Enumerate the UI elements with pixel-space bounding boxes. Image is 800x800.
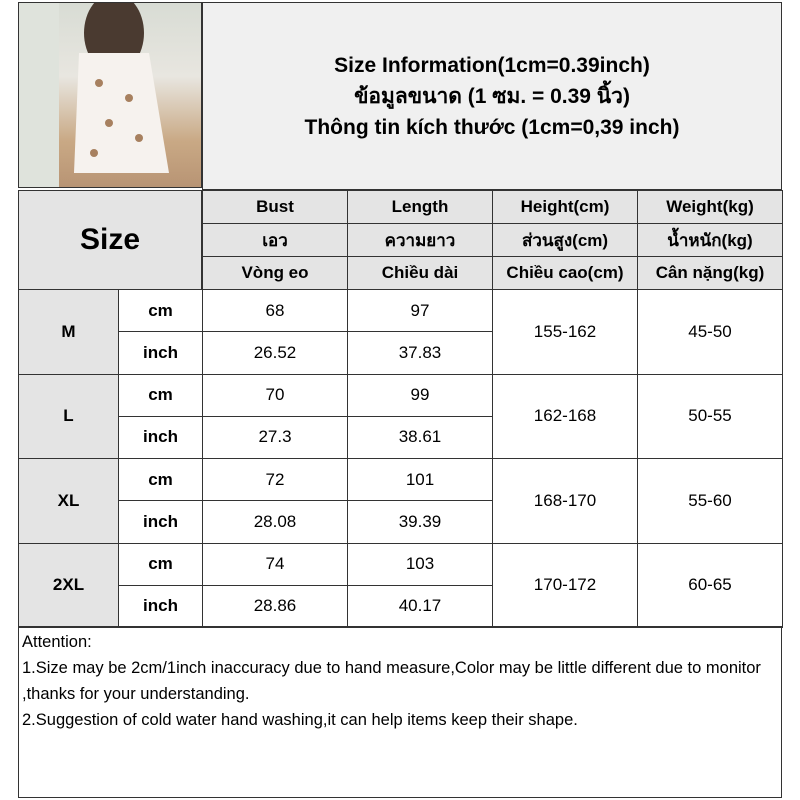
unit-cm: cm: [118, 458, 203, 501]
unit-inch: inch: [118, 415, 203, 459]
bust-cm: 68: [202, 289, 348, 332]
size-label: 2XL: [18, 542, 119, 628]
bust-cm: 70: [202, 373, 348, 417]
length-inch: 39.39: [347, 500, 493, 544]
length-inch: 37.83: [347, 331, 493, 375]
bust-inch: 28.86: [202, 584, 348, 628]
title-thai: ข้อมูลขนาด (1 ซม. = 0.39 นิ้ว): [354, 84, 630, 108]
column-header-th: น้ำหนัก(kg): [637, 223, 783, 257]
unit-inch: inch: [118, 331, 203, 375]
height-range: 170-172: [492, 542, 638, 628]
column-header-en: Weight(kg): [637, 190, 783, 224]
size-label: M: [18, 289, 119, 375]
length-inch: 38.61: [347, 415, 493, 459]
weight-range: 60-65: [637, 542, 783, 628]
unit-cm: cm: [118, 373, 203, 417]
height-range: 155-162: [492, 289, 638, 375]
column-header-th: ความยาว: [347, 223, 493, 257]
size-info-title: Size Information(1cm=0.39inch) ข้อมูลขนา…: [202, 2, 782, 190]
column-header-th: ส่วนสูง(cm): [492, 223, 638, 257]
bust-cm: 74: [202, 542, 348, 586]
length-cm: 99: [347, 373, 493, 417]
column-header-vi: Chiều dài: [347, 256, 493, 290]
attention-note-1: 1.Size may be 2cm/1inch inaccuracy due t…: [22, 659, 761, 703]
column-header-en: Length: [347, 190, 493, 224]
unit-inch: inch: [118, 500, 203, 544]
title-english: Size Information(1cm=0.39inch): [334, 53, 650, 77]
bust-inch: 28.08: [202, 500, 348, 544]
column-header-en: Height(cm): [492, 190, 638, 224]
length-cm: 101: [347, 458, 493, 501]
height-range: 168-170: [492, 458, 638, 544]
height-range: 162-168: [492, 373, 638, 459]
attention-notes: Attention: 1.Size may be 2cm/1inch inacc…: [18, 626, 782, 798]
unit-cm: cm: [118, 542, 203, 586]
length-cm: 97: [347, 289, 493, 332]
bust-inch: 26.52: [202, 331, 348, 375]
attention-note-2: 2.Suggestion of cold water hand washing,…: [22, 711, 578, 729]
title-vietnamese: Thông tin kích thước (1cm=0,39 inch): [304, 115, 680, 139]
column-header-vi: Vòng eo: [202, 256, 348, 290]
bust-inch: 27.3: [202, 415, 348, 459]
product-photo: [18, 2, 202, 188]
column-header-en: Bust: [202, 190, 348, 224]
dress-model-image: [19, 3, 169, 187]
weight-range: 55-60: [637, 458, 783, 544]
weight-range: 45-50: [637, 289, 783, 375]
column-header-vi: Cân nặng(kg): [637, 256, 783, 290]
size-header: Size: [18, 190, 202, 290]
size-label: XL: [18, 458, 119, 544]
unit-cm: cm: [118, 289, 203, 332]
unit-inch: inch: [118, 584, 203, 628]
length-inch: 40.17: [347, 584, 493, 628]
size-label: L: [18, 373, 119, 459]
weight-range: 50-55: [637, 373, 783, 459]
attention-heading: Attention:: [22, 633, 92, 651]
column-header-th: เอว: [202, 223, 348, 257]
bust-cm: 72: [202, 458, 348, 501]
column-header-vi: Chiều cao(cm): [492, 256, 638, 290]
length-cm: 103: [347, 542, 493, 586]
